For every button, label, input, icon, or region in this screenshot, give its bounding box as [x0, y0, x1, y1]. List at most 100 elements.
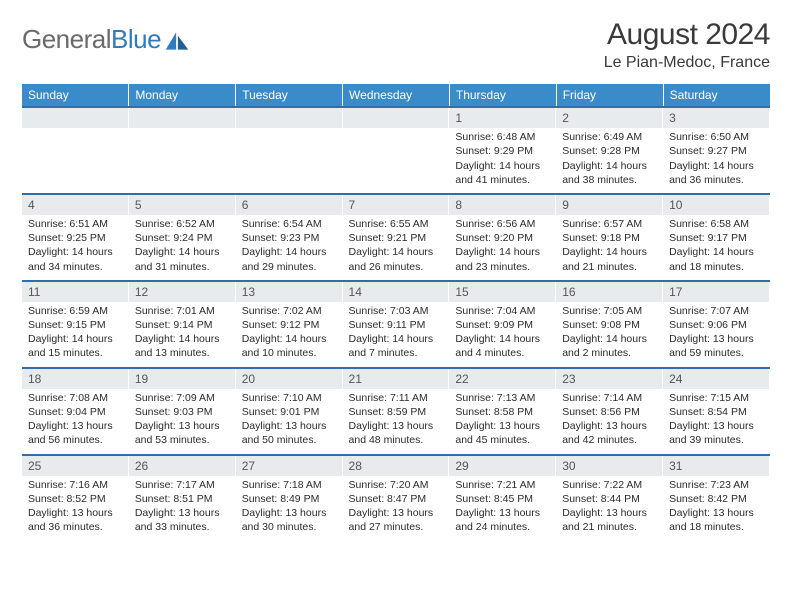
sunrise-line: Sunrise: 7:18 AM [242, 478, 337, 492]
day-number: 21 [343, 369, 450, 389]
sunset-line: Sunset: 9:11 PM [349, 318, 444, 332]
day-number: 30 [556, 456, 663, 476]
day-body [129, 128, 236, 190]
sunrise-line: Sunrise: 7:04 AM [455, 304, 550, 318]
day-cell: 17Sunrise: 7:07 AMSunset: 9:06 PMDayligh… [663, 281, 770, 368]
day-number: 22 [449, 369, 556, 389]
sunset-line: Sunset: 8:49 PM [242, 492, 337, 506]
daylight-line: Daylight: 13 hours and 42 minutes. [562, 419, 657, 447]
sunrise-line: Sunrise: 6:57 AM [562, 217, 657, 231]
logo-part1: General [22, 24, 111, 54]
sunrise-line: Sunrise: 7:11 AM [349, 391, 444, 405]
day-cell: 27Sunrise: 7:18 AMSunset: 8:49 PMDayligh… [236, 455, 343, 541]
daylight-line: Daylight: 14 hours and 2 minutes. [562, 332, 657, 360]
day-body: Sunrise: 7:23 AMSunset: 8:42 PMDaylight:… [663, 476, 770, 541]
day-body: Sunrise: 7:10 AMSunset: 9:01 PMDaylight:… [236, 389, 343, 454]
day-number [22, 108, 129, 128]
sunset-line: Sunset: 9:17 PM [669, 231, 764, 245]
daylight-line: Daylight: 14 hours and 13 minutes. [135, 332, 230, 360]
sunrise-line: Sunrise: 7:17 AM [135, 478, 230, 492]
sunrise-line: Sunrise: 7:08 AM [28, 391, 123, 405]
day-cell [22, 107, 129, 194]
day-number: 13 [236, 282, 343, 302]
week-row: 1Sunrise: 6:48 AMSunset: 9:29 PMDaylight… [22, 107, 770, 194]
logo-part2: Blue [111, 24, 161, 54]
day-cell: 1Sunrise: 6:48 AMSunset: 9:29 PMDaylight… [449, 107, 556, 194]
day-cell: 23Sunrise: 7:14 AMSunset: 8:56 PMDayligh… [556, 368, 663, 455]
sunset-line: Sunset: 9:03 PM [135, 405, 230, 419]
day-cell: 21Sunrise: 7:11 AMSunset: 8:59 PMDayligh… [343, 368, 450, 455]
daylight-line: Daylight: 13 hours and 59 minutes. [669, 332, 764, 360]
day-header: Sunday [22, 84, 129, 107]
sunrise-line: Sunrise: 7:21 AM [455, 478, 550, 492]
day-cell: 22Sunrise: 7:13 AMSunset: 8:58 PMDayligh… [449, 368, 556, 455]
day-body: Sunrise: 7:14 AMSunset: 8:56 PMDaylight:… [556, 389, 663, 454]
logo-text: GeneralBlue [22, 24, 161, 55]
day-body: Sunrise: 7:13 AMSunset: 8:58 PMDaylight:… [449, 389, 556, 454]
daylight-line: Daylight: 13 hours and 50 minutes. [242, 419, 337, 447]
daylight-line: Daylight: 13 hours and 33 minutes. [135, 506, 230, 534]
day-number: 25 [22, 456, 129, 476]
sunrise-line: Sunrise: 6:59 AM [28, 304, 123, 318]
sunrise-line: Sunrise: 6:51 AM [28, 217, 123, 231]
daylight-line: Daylight: 14 hours and 41 minutes. [455, 159, 550, 187]
day-body: Sunrise: 7:05 AMSunset: 9:08 PMDaylight:… [556, 302, 663, 367]
day-number: 2 [556, 108, 663, 128]
daylight-line: Daylight: 13 hours and 45 minutes. [455, 419, 550, 447]
day-number: 6 [236, 195, 343, 215]
sunset-line: Sunset: 9:12 PM [242, 318, 337, 332]
daylight-line: Daylight: 14 hours and 23 minutes. [455, 245, 550, 273]
daylight-line: Daylight: 14 hours and 36 minutes. [669, 159, 764, 187]
sunset-line: Sunset: 8:44 PM [562, 492, 657, 506]
sunrise-line: Sunrise: 6:58 AM [669, 217, 764, 231]
day-body: Sunrise: 7:18 AMSunset: 8:49 PMDaylight:… [236, 476, 343, 541]
day-number: 12 [129, 282, 236, 302]
day-number: 14 [343, 282, 450, 302]
sunset-line: Sunset: 9:04 PM [28, 405, 123, 419]
sunset-line: Sunset: 9:25 PM [28, 231, 123, 245]
day-number: 11 [22, 282, 129, 302]
daylight-line: Daylight: 13 hours and 48 minutes. [349, 419, 444, 447]
day-number: 20 [236, 369, 343, 389]
day-number: 16 [556, 282, 663, 302]
week-row: 25Sunrise: 7:16 AMSunset: 8:52 PMDayligh… [22, 455, 770, 541]
week-row: 18Sunrise: 7:08 AMSunset: 9:04 PMDayligh… [22, 368, 770, 455]
calendar-body: 1Sunrise: 6:48 AMSunset: 9:29 PMDaylight… [22, 107, 770, 540]
daylight-line: Daylight: 13 hours and 53 minutes. [135, 419, 230, 447]
day-cell: 19Sunrise: 7:09 AMSunset: 9:03 PMDayligh… [129, 368, 236, 455]
day-number [236, 108, 343, 128]
day-body: Sunrise: 6:58 AMSunset: 9:17 PMDaylight:… [663, 215, 770, 280]
day-cell: 26Sunrise: 7:17 AMSunset: 8:51 PMDayligh… [129, 455, 236, 541]
day-body [236, 128, 343, 190]
daylight-line: Daylight: 14 hours and 10 minutes. [242, 332, 337, 360]
sunrise-line: Sunrise: 7:22 AM [562, 478, 657, 492]
day-cell: 16Sunrise: 7:05 AMSunset: 9:08 PMDayligh… [556, 281, 663, 368]
day-number [129, 108, 236, 128]
day-header-row: SundayMondayTuesdayWednesdayThursdayFrid… [22, 84, 770, 107]
day-number: 24 [663, 369, 770, 389]
day-number: 3 [663, 108, 770, 128]
logo: GeneralBlue [22, 18, 190, 55]
sunset-line: Sunset: 8:56 PM [562, 405, 657, 419]
location: Le Pian-Medoc, France [604, 54, 770, 72]
sunset-line: Sunset: 9:20 PM [455, 231, 550, 245]
day-body: Sunrise: 6:54 AMSunset: 9:23 PMDaylight:… [236, 215, 343, 280]
week-row: 4Sunrise: 6:51 AMSunset: 9:25 PMDaylight… [22, 194, 770, 281]
day-body: Sunrise: 7:17 AMSunset: 8:51 PMDaylight:… [129, 476, 236, 541]
day-body: Sunrise: 7:22 AMSunset: 8:44 PMDaylight:… [556, 476, 663, 541]
sunrise-line: Sunrise: 7:05 AM [562, 304, 657, 318]
day-header: Saturday [663, 84, 770, 107]
sail-icon [164, 30, 190, 52]
sunrise-line: Sunrise: 7:15 AM [669, 391, 764, 405]
daylight-line: Daylight: 14 hours and 4 minutes. [455, 332, 550, 360]
day-cell [343, 107, 450, 194]
daylight-line: Daylight: 14 hours and 18 minutes. [669, 245, 764, 273]
day-body: Sunrise: 6:48 AMSunset: 9:29 PMDaylight:… [449, 128, 556, 193]
sunrise-line: Sunrise: 7:10 AM [242, 391, 337, 405]
day-number: 5 [129, 195, 236, 215]
day-cell: 7Sunrise: 6:55 AMSunset: 9:21 PMDaylight… [343, 194, 450, 281]
day-body: Sunrise: 7:09 AMSunset: 9:03 PMDaylight:… [129, 389, 236, 454]
sunrise-line: Sunrise: 7:07 AM [669, 304, 764, 318]
sunset-line: Sunset: 9:15 PM [28, 318, 123, 332]
sunrise-line: Sunrise: 6:49 AM [562, 130, 657, 144]
